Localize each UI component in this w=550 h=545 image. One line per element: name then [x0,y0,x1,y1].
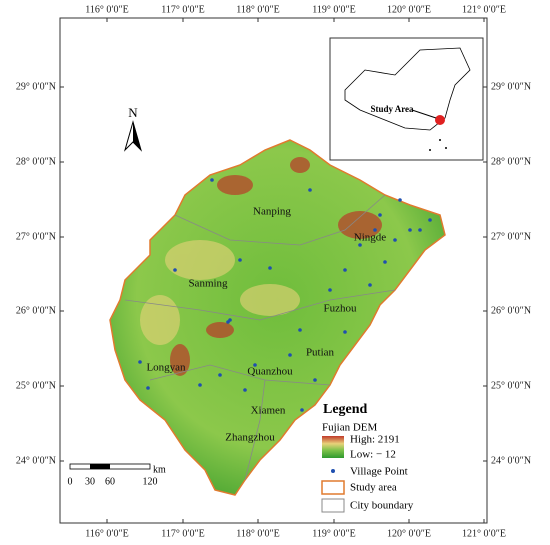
latitude-label: 28° 0′0″N [491,156,531,167]
legend-high: High: 2191 [350,434,400,446]
scale-unit: km [153,464,166,475]
village-point [268,266,272,270]
latitude-label: 24° 0′0″N [16,455,56,466]
longitude-label: 121° 0′0″E [462,528,506,539]
village-point [298,328,302,332]
longitude-label: 121° 0′0″E [462,4,506,15]
longitude-label: 119° 0′0″E [312,528,356,539]
longitude-label: 116° 0′0″E [85,4,129,15]
village-point [383,260,387,264]
legend-item: Village Point [350,466,408,478]
village-point [288,353,292,357]
scale-tick-label: 60 [105,476,115,487]
city-boundaries [124,194,396,481]
legend-study-symbol [321,480,345,495]
village-point [428,218,432,222]
village-point [198,383,202,387]
longitude-label: 118° 0′0″E [236,4,280,15]
village-points [138,178,432,412]
village-point [358,243,362,247]
longitude-label: 119° 0′0″E [312,4,356,15]
latitude-label: 27° 0′0″N [491,231,531,242]
north-arrow: N [123,105,143,152]
graticule-labels: 116° 0′0″E 116° 0′0″E 117° 0′0″E 117° 0′0″E… [16,4,531,539]
city-label: Longyan [146,362,186,374]
village-point [300,408,304,412]
latitude-label: 29° 0′0″N [491,81,531,92]
high-elevation [170,157,382,376]
legend-village-symbol [331,469,335,473]
village-point [173,268,177,272]
scale-bar: km 0 30 60 120 [68,463,166,487]
city-label: Nanping [253,206,291,218]
legend-title: Legend [323,402,368,417]
legend-item: Study area [350,482,397,494]
latitude-label: 25° 0′0″N [16,380,56,391]
latitude-label: 27° 0′0″N [16,231,56,242]
city-label: Putian [306,347,335,359]
longitude-label: 117° 0′0″E [161,4,205,15]
legend-item: City boundary [350,500,414,512]
village-point [313,378,317,382]
legend-low: Low: − 12 [350,449,396,461]
scale-tick-label: 30 [85,476,95,487]
legend: Legend Fujian DEM High: 2191 Low: − 12 V… [321,402,414,513]
north-label: N [128,105,138,120]
latitude-label: 26° 0′0″N [16,305,56,316]
longitude-label: 120° 0′0″E [387,528,431,539]
latitude-label: 26° 0′0″N [491,305,531,316]
scale-tick-label: 120 [143,476,158,487]
longitude-label: 120° 0′0″E [387,4,431,15]
latitude-label: 28° 0′0″N [16,156,56,167]
village-point [138,360,142,364]
village-point [418,228,422,232]
inset-label: Study Area [370,104,414,114]
latitude-label: 29° 0′0″N [16,81,56,92]
village-point [373,228,377,232]
latitude-label: 25° 0′0″N [491,380,531,391]
village-point [408,228,412,232]
city-label: Ningde [354,232,387,244]
village-point [368,283,372,287]
village-point [343,268,347,272]
village-point [308,188,312,192]
scale-tick-label: 0 [68,476,73,487]
village-point [398,198,402,202]
legend-dem-ramp [322,436,344,458]
village-point [343,330,347,334]
village-point [328,288,332,292]
village-point [253,363,257,367]
latitude-label: 24° 0′0″N [491,455,531,466]
village-point [393,238,397,242]
longitude-label: 116° 0′0″E [85,528,129,539]
legend-boundary-symbol [321,498,345,513]
longitude-label: 117° 0′0″E [161,528,205,539]
village-point [378,213,382,217]
city-label: Sanming [188,278,228,290]
mid-elevation [140,240,300,345]
village-point [238,258,242,262]
village-point [243,388,247,392]
village-point [226,320,230,324]
city-label: Xiamen [251,405,286,417]
village-point [218,373,222,377]
legend-layer: Fujian DEM [322,422,378,434]
inset-map: Study Area [329,37,484,161]
city-label: Quanzhou [247,366,293,378]
village-point [210,178,214,182]
city-labels: Nanping Ningde Sanming Fuzhou Longyan Putian Q… [146,206,386,444]
city-label: Zhangzhou [225,432,275,444]
city-label: Fuzhou [324,303,358,315]
village-point [146,386,150,390]
longitude-label: 118° 0′0″E [236,528,280,539]
